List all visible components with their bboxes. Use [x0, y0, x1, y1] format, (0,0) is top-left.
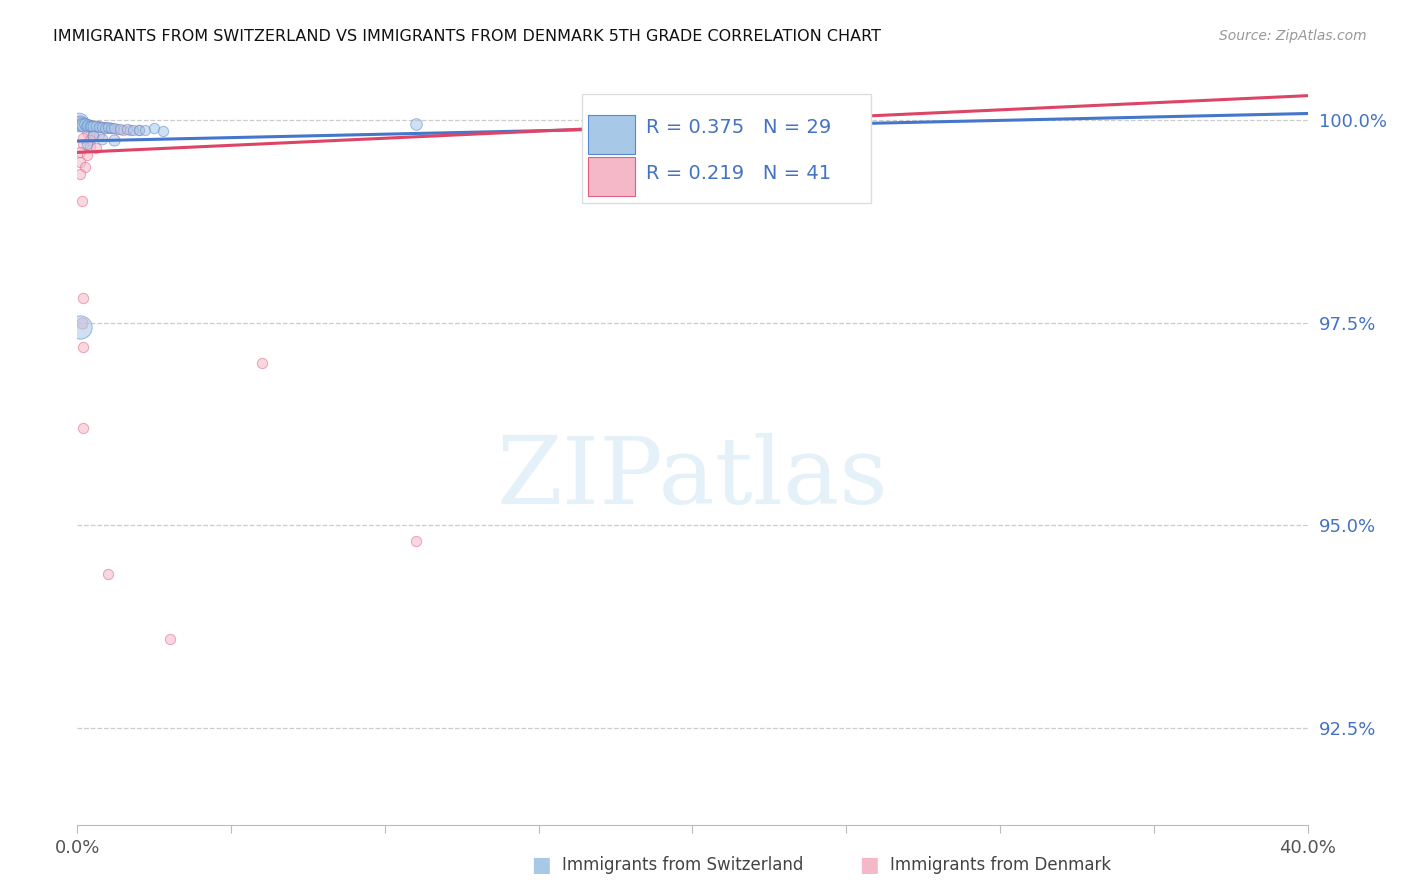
Point	[90, 120, 114, 135]
Point	[118, 122, 141, 136]
Point	[121, 122, 143, 136]
Point	[69, 145, 91, 160]
Point	[70, 117, 93, 131]
Text: ■: ■	[531, 855, 551, 875]
Point	[682, 116, 704, 130]
Point	[115, 122, 138, 136]
Point	[143, 121, 166, 136]
Point	[69, 319, 91, 334]
Point	[67, 114, 90, 128]
Point	[94, 121, 117, 136]
Point	[70, 316, 93, 330]
Point	[110, 122, 132, 136]
Point	[112, 122, 135, 136]
FancyBboxPatch shape	[588, 115, 634, 154]
Point	[84, 141, 107, 155]
Point	[82, 119, 104, 133]
Point	[128, 122, 150, 136]
Text: Source: ZipAtlas.com: Source: ZipAtlas.com	[1219, 29, 1367, 43]
Point	[250, 356, 273, 370]
Point	[76, 119, 98, 133]
Point	[84, 120, 107, 134]
Point	[69, 155, 91, 169]
Point	[76, 125, 98, 139]
Point	[100, 121, 122, 136]
Point	[69, 116, 91, 130]
Point	[77, 118, 100, 132]
Point	[72, 131, 94, 145]
Point	[103, 133, 125, 147]
Point	[87, 120, 110, 135]
Point	[90, 120, 114, 135]
Text: Immigrants from Switzerland: Immigrants from Switzerland	[562, 856, 804, 874]
Point	[103, 121, 125, 136]
Point	[97, 566, 120, 581]
Point	[100, 121, 122, 136]
Point	[79, 119, 101, 133]
Text: Immigrants from Denmark: Immigrants from Denmark	[890, 856, 1111, 874]
Point	[73, 160, 96, 174]
Point	[73, 117, 96, 131]
Point	[159, 632, 181, 646]
Point	[79, 118, 101, 132]
Point	[105, 122, 128, 136]
Point	[72, 340, 94, 354]
Point	[87, 120, 110, 134]
Point	[76, 148, 98, 162]
Point	[69, 167, 91, 181]
Point	[72, 118, 94, 132]
Text: ZIPatlas: ZIPatlas	[496, 434, 889, 524]
Point	[70, 116, 93, 130]
Point	[97, 120, 120, 135]
Point	[79, 133, 101, 147]
Point	[82, 129, 104, 144]
Text: IMMIGRANTS FROM SWITZERLAND VS IMMIGRANTS FROM DENMARK 5TH GRADE CORRELATION CHA: IMMIGRANTS FROM SWITZERLAND VS IMMIGRANT…	[53, 29, 882, 44]
FancyBboxPatch shape	[588, 156, 634, 195]
FancyBboxPatch shape	[582, 94, 870, 203]
Point	[80, 120, 103, 134]
Point	[82, 127, 104, 141]
Point	[134, 122, 156, 136]
Point	[76, 117, 98, 131]
Point	[72, 291, 94, 305]
Point	[835, 113, 858, 128]
Point	[94, 120, 117, 135]
Point	[82, 119, 104, 133]
Point	[87, 128, 110, 142]
Point	[152, 123, 174, 137]
Point	[69, 115, 91, 129]
Point	[97, 121, 120, 136]
Text: ■: ■	[859, 855, 879, 875]
Point	[77, 118, 100, 132]
Point	[84, 120, 107, 134]
Point	[67, 115, 90, 129]
Point	[73, 117, 96, 131]
Point	[128, 122, 150, 136]
Point	[72, 421, 94, 435]
Point	[76, 137, 98, 152]
Point	[79, 139, 101, 153]
Point	[70, 194, 93, 208]
Point	[405, 117, 427, 131]
Point	[405, 534, 427, 549]
Point	[72, 137, 94, 152]
Text: R = 0.219   N = 41: R = 0.219 N = 41	[645, 163, 831, 183]
Text: R = 0.375   N = 29: R = 0.375 N = 29	[645, 119, 831, 137]
Point	[72, 116, 94, 130]
Point	[90, 131, 114, 145]
